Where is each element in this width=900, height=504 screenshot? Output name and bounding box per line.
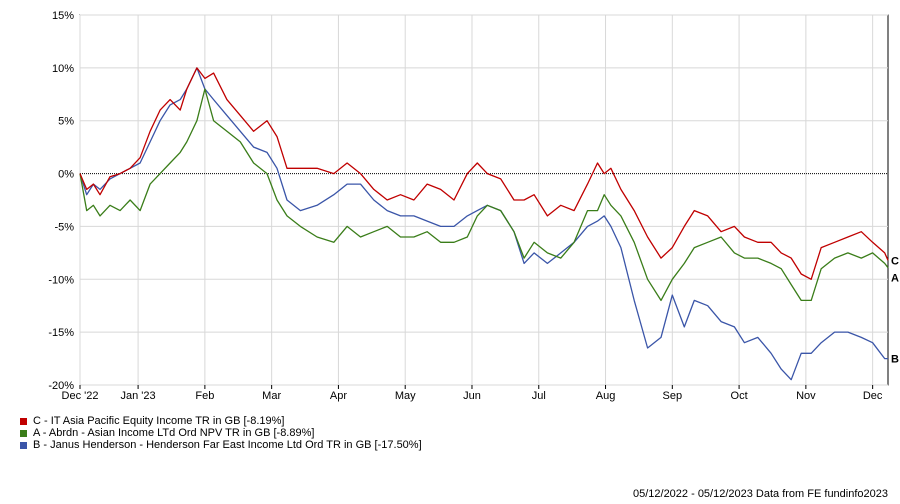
line-chart: 15% 10% 5% 0% -5% -10% -15% -20%Dec '22 Jan '23 F… (48, 10, 899, 402)
x-tick-label: Dec '22 (62, 390, 99, 402)
y-tick-label: 5% (58, 116, 74, 128)
series-end-label-a: A (891, 273, 899, 285)
y-tick-label: -5% (54, 221, 74, 233)
y-tick-label: -20% (48, 380, 74, 392)
x-tick-label: Dec (863, 390, 883, 402)
x-tick-label: Nov (796, 390, 816, 402)
legend-label-a: A - Abrdn - Asian Income LTd Ord NPV TR … (33, 427, 315, 439)
y-tick-label: 10% (52, 63, 74, 75)
legend-swatch-c (20, 417, 27, 425)
x-tick-label: Jun (463, 390, 481, 402)
chart-legend: C - IT Asia Pacific Equity Income TR in … (20, 415, 422, 451)
y-tick-label: -15% (48, 327, 74, 339)
x-tick-label: Sep (663, 390, 683, 402)
series-end-label-b: B (891, 354, 899, 366)
legend-item-b: B - Janus Henderson - Henderson Far East… (20, 439, 422, 451)
y-tick-label: 0% (58, 169, 74, 181)
legend-swatch-b (20, 441, 27, 449)
legend-swatch-a (20, 429, 27, 437)
legend-label-c: C - IT Asia Pacific Equity Income TR in … (33, 415, 285, 427)
x-tick-label: Aug (596, 390, 616, 402)
y-tick-label: -10% (48, 274, 74, 286)
y-tick-label: 15% (52, 10, 74, 22)
legend-item-a: A - Abrdn - Asian Income LTd Ord NPV TR … (20, 427, 422, 439)
x-tick-label: May (395, 390, 416, 402)
x-tick-label: Jul (532, 390, 546, 402)
x-tick-label: Oct (731, 390, 748, 402)
x-tick-label: Apr (330, 390, 347, 402)
x-tick-label: Jan '23 (121, 390, 156, 402)
legend-label-b: B - Janus Henderson - Henderson Far East… (33, 439, 422, 451)
legend-item-c: C - IT Asia Pacific Equity Income TR in … (20, 415, 422, 427)
x-tick-label: Feb (195, 390, 214, 402)
series-end-label-c: C (891, 255, 899, 267)
x-tick-label: Mar (262, 390, 281, 402)
data-source-footer: 05/12/2022 - 05/12/2023 Data from FE fun… (632, 488, 888, 500)
plot-frame (79, 14, 889, 386)
series-line-c (79, 67, 889, 280)
series-line-a (79, 88, 889, 302)
